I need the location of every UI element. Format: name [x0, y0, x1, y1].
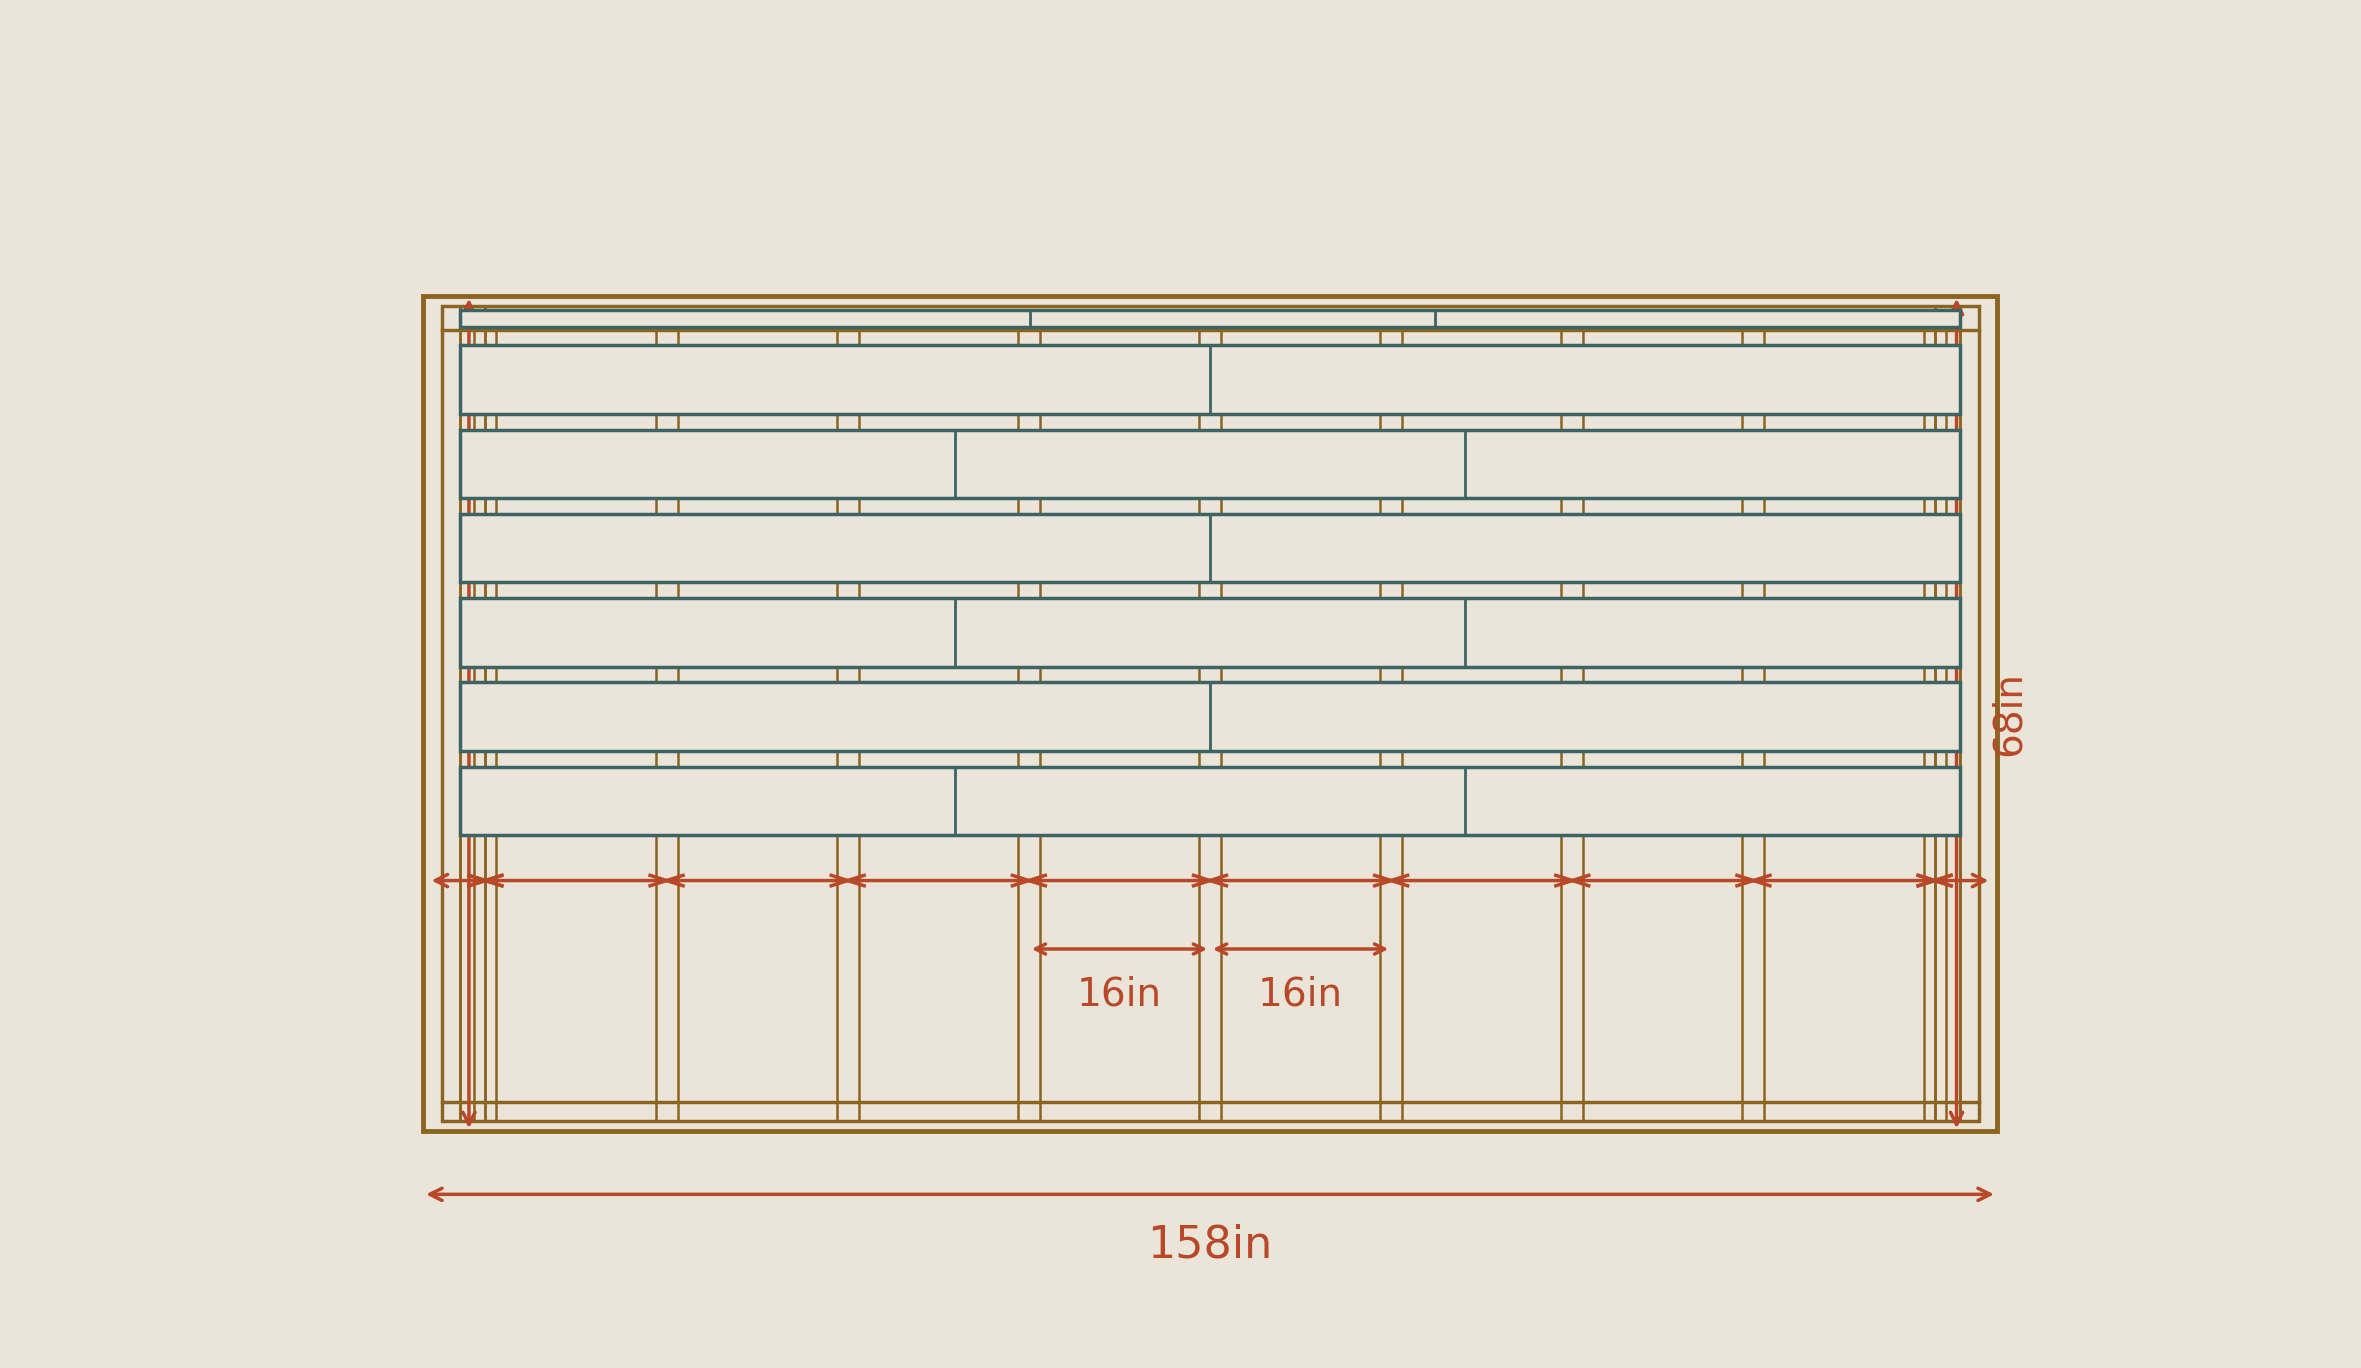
Bar	[423, 295, 1997, 1131]
Text: 158in: 158in	[1147, 1224, 1273, 1267]
Text: 16in: 16in	[1077, 975, 1162, 1014]
Bar	[442, 306, 1979, 1120]
Bar	[460, 683, 1960, 751]
Text: 68in: 68in	[1990, 672, 2028, 757]
Bar	[460, 309, 1960, 327]
Text: 16in: 16in	[1258, 975, 1343, 1014]
Bar	[460, 345, 1960, 413]
Bar	[460, 766, 1960, 834]
Bar	[460, 514, 1960, 583]
Bar	[460, 430, 1960, 498]
Bar	[460, 598, 1960, 666]
